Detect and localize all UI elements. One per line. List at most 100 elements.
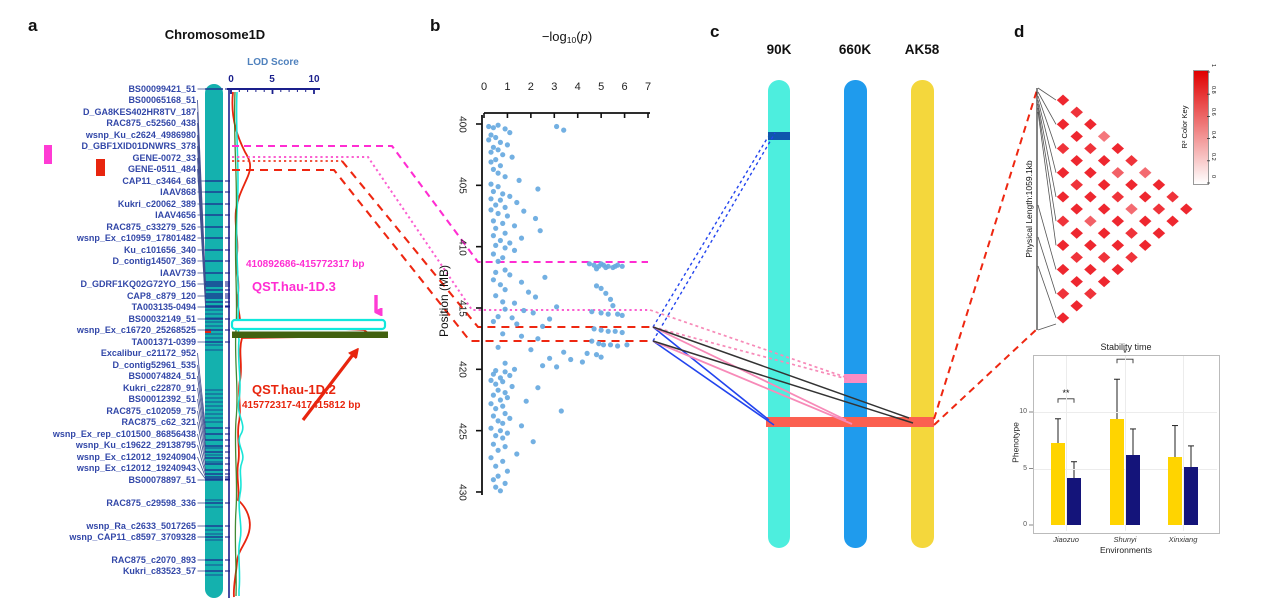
scatter-point	[624, 342, 630, 348]
ld-marker-line	[1037, 103, 1057, 197]
scatter-point	[495, 418, 501, 424]
marker-label: wsnp_Ex_c12012_19240943	[76, 463, 196, 473]
ld-diamond	[1124, 154, 1139, 168]
marker-label: GENE-0511_484	[127, 164, 196, 174]
b-y-tick-label: 400	[456, 116, 468, 133]
barchart-category-label: Shunyi	[1113, 535, 1137, 544]
scatter-point	[490, 233, 496, 239]
scatter-point	[514, 199, 520, 206]
marker-label: GENE-0072_33	[132, 153, 196, 163]
scatter-point	[516, 177, 522, 183]
scatter-point	[593, 266, 600, 272]
scatter-point	[605, 328, 611, 334]
ld-diamond	[1138, 214, 1153, 228]
scatter-point	[490, 166, 496, 172]
qtl3-color-swatch	[44, 145, 52, 164]
marker-label: D_GBF1XID01DNWRS_378	[81, 141, 196, 151]
barchart-xlabel: Environments	[1100, 545, 1152, 555]
scatter-point	[495, 447, 501, 453]
lod-axis-label: LOD Score	[247, 57, 299, 68]
scatter-point	[530, 310, 536, 316]
ld-diamond	[1138, 238, 1153, 252]
marker-label: wsnp_Ex_c10959_17801482	[76, 233, 196, 243]
scatter-point	[619, 263, 625, 269]
scatter-point	[514, 321, 520, 327]
bar-yellow-bars	[1168, 457, 1182, 525]
scatter-point	[554, 123, 560, 130]
bar-yellow-bars	[1110, 418, 1124, 525]
ld-diamond	[1083, 263, 1098, 276]
ld-diamond	[1096, 154, 1112, 168]
scatter-point	[507, 130, 513, 136]
chromosome-red-locus	[205, 329, 211, 333]
scatter-point	[518, 279, 525, 285]
scatter-point	[589, 338, 595, 344]
scatter-point	[598, 327, 604, 333]
scatter-point	[612, 328, 618, 334]
panel-letter-c: c	[710, 22, 720, 41]
marker-label: RAC875_c62_321	[121, 417, 196, 427]
scatter-point	[497, 428, 503, 434]
scatter-point	[511, 223, 518, 229]
scatter-point	[532, 294, 539, 300]
barchart-y-tick-label: 10	[1019, 408, 1027, 415]
scatter-point	[488, 196, 494, 202]
ld-marker-line	[1037, 107, 1057, 222]
scatter-point	[532, 215, 539, 222]
marker-label: wsnp_Ku_c19622_29138795	[75, 440, 196, 450]
scatter-point	[490, 477, 496, 483]
scatter-point	[495, 473, 501, 479]
marker-label: RAC875_c52560_438	[106, 118, 196, 128]
ld-marker-line	[1037, 95, 1057, 149]
scatter-point	[502, 306, 508, 312]
marker-label: BS00078897_51	[128, 475, 196, 485]
scatter-point	[493, 134, 499, 141]
scatter-point	[511, 300, 518, 306]
marker-label: wsnp_Ex_c16720_25268525	[76, 325, 196, 335]
scatter-point	[488, 132, 494, 138]
scatter-point	[509, 154, 515, 160]
qtl3-range-label: 410892686-415772317 bp	[246, 259, 365, 270]
ld-diamond	[1124, 178, 1139, 192]
scatter-point	[495, 387, 501, 393]
ld-diamond	[1096, 178, 1112, 192]
scatter-point	[558, 408, 564, 414]
marker-label: IAAV868	[160, 187, 196, 197]
scatter-point	[493, 484, 499, 490]
scatter-point	[603, 290, 609, 296]
significance-label: *	[1123, 348, 1127, 359]
b-x-tick-label: 2	[527, 81, 534, 93]
barchart-category-label: Xinxiang	[1168, 535, 1198, 544]
ld-diamond	[1151, 226, 1167, 240]
scatter-point	[495, 122, 501, 128]
marker-label: RAC875_c2070_893	[111, 555, 196, 565]
color-key-tick-label: 0.6	[1210, 108, 1216, 117]
scatter-point	[497, 375, 503, 381]
b-x-tick-label: 7	[644, 81, 652, 93]
scatter-point	[493, 381, 499, 387]
scatter-point	[507, 193, 513, 199]
scatter-point	[490, 144, 496, 150]
scatter-point	[568, 356, 574, 363]
ld-marker-line	[1037, 204, 1057, 270]
scatter-point	[514, 451, 520, 457]
scatter-point	[535, 336, 541, 342]
ld-diamond	[1055, 93, 1071, 107]
ld-diamond	[1110, 142, 1125, 155]
scatter-point	[509, 383, 515, 390]
scatter-point	[518, 235, 525, 241]
qtl2-name-label: QST.hau-1D.2	[252, 382, 336, 397]
scatter-point	[530, 439, 536, 445]
color-key-tick-label: 0.8	[1210, 86, 1216, 94]
ld-diamond	[1138, 166, 1153, 180]
bar-navy-bars	[1126, 454, 1140, 525]
scatter-point	[497, 397, 503, 403]
b-ylabel: Position (MB)	[437, 264, 451, 338]
ld-marker-line	[1037, 265, 1057, 319]
ld-diamond	[1096, 129, 1112, 143]
link-blue-dotted-2	[652, 132, 776, 342]
scatter-point	[493, 433, 499, 439]
ld-diamond	[1069, 154, 1084, 168]
b-title-open: (	[576, 29, 581, 44]
